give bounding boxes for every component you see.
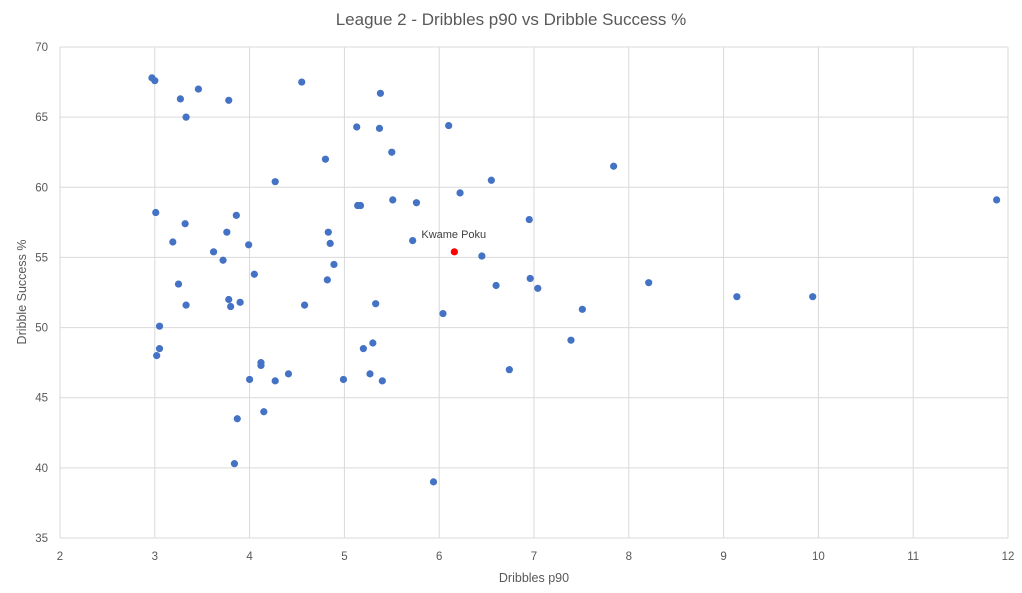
- y-tick-label: 65: [35, 112, 48, 124]
- data-point: [409, 236, 417, 245]
- x-tick-label: 9: [720, 551, 726, 563]
- data-point: [233, 415, 241, 423]
- data-point: [478, 252, 486, 260]
- x-tick-label: 11: [907, 551, 919, 563]
- data-point: [610, 162, 618, 170]
- data-point: [182, 113, 190, 121]
- data-point: [232, 211, 240, 219]
- data-point: [169, 238, 177, 246]
- y-tick-label: 50: [35, 323, 48, 335]
- data-point: [505, 366, 513, 374]
- x-tick-label: 2: [57, 551, 63, 563]
- x-axis-title: Dribbles p90: [499, 571, 569, 585]
- data-point: [429, 478, 438, 486]
- data-point: [246, 375, 254, 384]
- data-point: [492, 281, 500, 290]
- data-point: [359, 345, 367, 353]
- y-tick-label: 60: [35, 182, 48, 194]
- data-point: [219, 256, 227, 264]
- data-point: [181, 220, 189, 228]
- data-point: [526, 274, 534, 283]
- data-point: [439, 309, 447, 318]
- x-tick-label: 6: [436, 551, 442, 563]
- data-point: [366, 370, 374, 378]
- data-point: [225, 295, 233, 304]
- data-point: [353, 123, 361, 131]
- data-point: [445, 121, 453, 130]
- y-tick-label: 35: [35, 533, 48, 545]
- data-point: [375, 124, 384, 132]
- data-points: [148, 74, 1001, 486]
- data-point: [250, 270, 258, 278]
- data-point: [155, 345, 164, 353]
- y-tick-label: 70: [35, 42, 48, 54]
- data-point: [388, 148, 396, 156]
- x-tick-label: 12: [1002, 551, 1015, 563]
- data-point: [155, 322, 164, 330]
- highlight-label: Kwame Poku: [421, 229, 486, 241]
- y-tick-label: 40: [35, 463, 48, 475]
- data-point: [733, 293, 741, 301]
- data-point: [151, 77, 159, 85]
- y-tick-label: 45: [35, 393, 48, 405]
- data-point: [525, 215, 533, 224]
- data-point: [809, 293, 817, 301]
- data-point: [194, 85, 203, 93]
- data-point: [223, 228, 231, 236]
- data-point: [298, 78, 306, 86]
- data-point: [412, 199, 421, 207]
- gridlines: [59, 46, 1009, 539]
- x-tick-label: 4: [246, 551, 253, 563]
- x-tick-label: 7: [531, 551, 537, 563]
- chart-title: League 2 - Dribbles p90 vs Dribble Succe…: [336, 10, 687, 29]
- data-point: [487, 176, 495, 184]
- data-point: [372, 300, 380, 308]
- data-point: [176, 95, 184, 103]
- x-tick-label: 8: [626, 551, 632, 563]
- data-point: [153, 352, 161, 360]
- data-point: [245, 241, 253, 249]
- data-point: [323, 276, 331, 284]
- y-tick-label: 55: [35, 252, 48, 264]
- data-point: [356, 201, 365, 210]
- data-point: [227, 302, 235, 311]
- data-point: [993, 196, 1001, 204]
- data-point: [339, 375, 348, 384]
- data-point: [534, 284, 542, 292]
- data-point: [376, 89, 385, 97]
- y-tick-labels: 35 40 45 50 55 60 65 70: [35, 42, 48, 545]
- data-point: [236, 298, 244, 306]
- x-tick-labels: 2 3 4 5 6 7 8 9 10 11 12: [57, 551, 1015, 563]
- data-point: [225, 96, 233, 104]
- highlight-point: [450, 248, 458, 256]
- data-point: [174, 280, 183, 288]
- data-point: [369, 339, 377, 347]
- data-point: [284, 370, 293, 378]
- data-point: [182, 301, 190, 309]
- data-point: [326, 239, 334, 247]
- data-point: [645, 279, 653, 287]
- data-point: [567, 336, 575, 344]
- x-tick-label: 5: [341, 551, 347, 563]
- data-point: [257, 361, 265, 370]
- data-point: [152, 208, 160, 217]
- x-tick-label: 3: [152, 551, 158, 563]
- data-point: [230, 460, 239, 468]
- data-point: [300, 301, 309, 309]
- data-point: [324, 228, 332, 236]
- data-point: [578, 305, 586, 313]
- highlight-group: Kwame Poku: [421, 229, 486, 256]
- data-point: [260, 408, 268, 416]
- data-point: [209, 248, 218, 256]
- data-point: [271, 377, 279, 385]
- x-tick-label: 10: [812, 551, 825, 563]
- y-axis-title: Dribble Success %: [15, 240, 29, 345]
- data-point: [378, 377, 386, 385]
- data-point: [271, 178, 279, 186]
- data-point: [456, 189, 464, 197]
- data-point: [389, 196, 397, 204]
- data-point: [321, 155, 330, 163]
- data-point: [330, 260, 338, 269]
